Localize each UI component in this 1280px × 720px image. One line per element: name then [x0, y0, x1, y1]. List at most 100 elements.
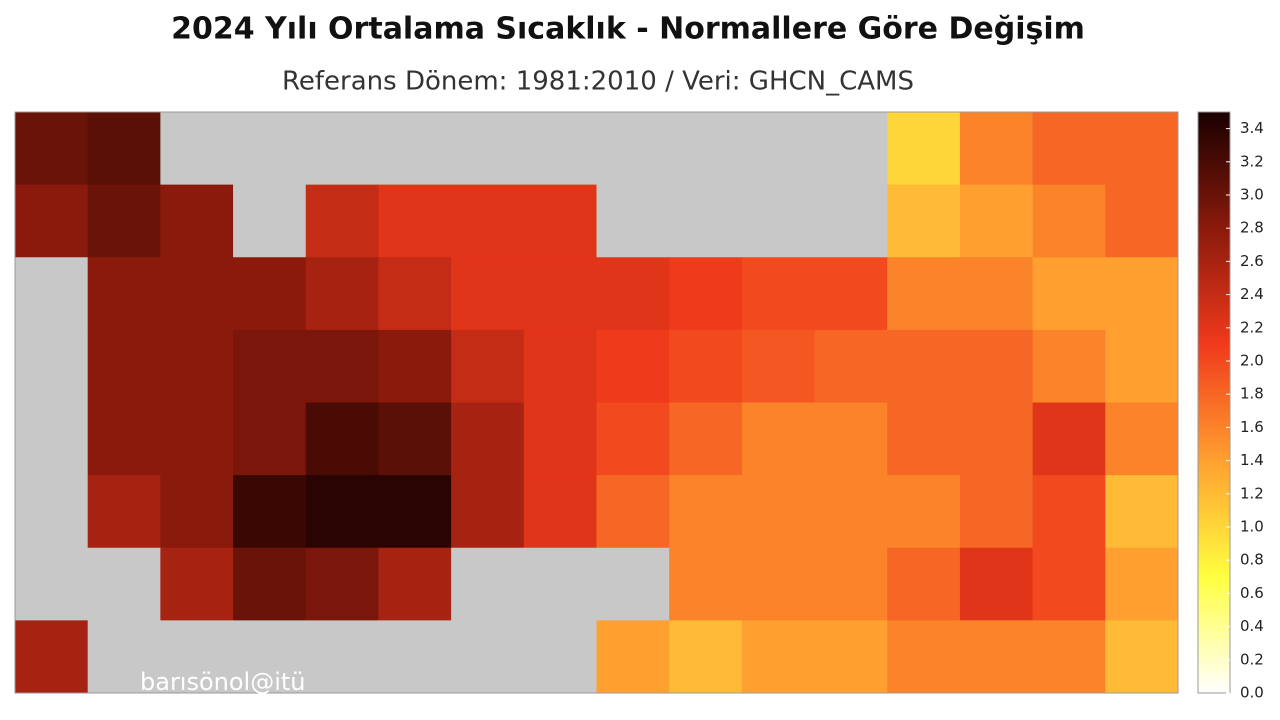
no-data-cell [451, 620, 525, 694]
no-data-cell [814, 112, 888, 186]
heat-cell [233, 257, 307, 331]
heat-cell [814, 402, 888, 476]
no-data-cell [596, 547, 670, 621]
heat-cell [887, 257, 961, 331]
heat-cell [451, 257, 525, 331]
heat-cell [378, 547, 452, 621]
heat-cell [378, 184, 452, 258]
heat-cell [814, 475, 888, 549]
heat-cell [596, 620, 670, 694]
heat-cell [523, 257, 597, 331]
heat-cell [523, 329, 597, 403]
no-data-cell [596, 112, 670, 186]
heat-cell [959, 475, 1034, 549]
heat-cell [233, 402, 307, 476]
heat-cell [959, 257, 1034, 331]
heat-cell [814, 329, 888, 403]
no-data-cell [669, 112, 743, 186]
colorbar-tick-label: 3.2 [1240, 152, 1264, 170]
colorbar-tick-label: 2.8 [1240, 219, 1264, 237]
heat-cell [160, 184, 234, 258]
colorbar-tick-label: 0.6 [1240, 584, 1264, 602]
heat-cell [887, 475, 961, 549]
heat-cell [87, 402, 161, 476]
heat-cell [1105, 402, 1179, 476]
heat-cell [1105, 329, 1179, 403]
no-data-cell [378, 620, 452, 694]
heat-cell [451, 329, 525, 403]
no-data-cell [233, 112, 307, 186]
heat-cell [15, 184, 89, 258]
heat-cell [87, 329, 161, 403]
heat-cell [1105, 547, 1179, 621]
heat-cell [451, 184, 525, 258]
heat-cell [887, 547, 961, 621]
heat-cell [1105, 112, 1179, 186]
colorbar-tick-label: 1.2 [1240, 484, 1264, 502]
heat-cell [233, 547, 307, 621]
heat-cell [1105, 257, 1179, 331]
heat-cell [887, 620, 961, 694]
watermark: barısönol@itü [140, 668, 306, 696]
heat-cell [305, 547, 379, 621]
heat-cell [596, 402, 670, 476]
heat-cell [305, 329, 379, 403]
no-data-cell [233, 620, 307, 694]
colorbar-tick-label: 2.2 [1240, 318, 1264, 336]
heat-cell [451, 402, 525, 476]
heat-cell [741, 329, 816, 403]
colorbar-tick-label: 1.4 [1240, 451, 1264, 469]
heat-cell [887, 184, 961, 258]
no-data-cell [15, 475, 89, 549]
heat-cell [378, 402, 452, 476]
no-data-cell [451, 112, 525, 186]
heat-cell [959, 329, 1034, 403]
colorbar-tick-label: 2.4 [1240, 285, 1264, 303]
heat-cell [959, 184, 1034, 258]
no-data-cell [15, 402, 89, 476]
heat-cell [887, 112, 961, 186]
colorbar-tick-label: 1.6 [1240, 418, 1264, 436]
map-frame [14, 111, 1179, 694]
colorbar-tick-label: 2.0 [1240, 352, 1264, 370]
heat-cell [959, 620, 1034, 694]
no-data-cell [814, 184, 888, 258]
heat-cell [1032, 475, 1106, 549]
heat-cell [596, 475, 670, 549]
heat-cell [523, 184, 597, 258]
no-data-cell [523, 620, 597, 694]
no-data-cell [160, 112, 234, 186]
heat-cell [15, 112, 89, 186]
no-data-cell [87, 547, 161, 621]
no-data-cell [378, 112, 452, 186]
heat-cell [887, 402, 961, 476]
heat-cell [160, 257, 234, 331]
map-subtitle: Referans Dönem: 1981:2010 / Veri: GHCN_C… [282, 67, 914, 97]
heat-cell [378, 257, 452, 331]
no-data-cell [596, 184, 670, 258]
heat-cell [1105, 184, 1179, 258]
no-data-cell [15, 257, 89, 331]
heat-cell [1032, 112, 1106, 186]
heat-cell [669, 620, 743, 694]
heat-cell [305, 257, 379, 331]
heat-cell [741, 257, 816, 331]
heat-cell [669, 402, 743, 476]
heat-cell [305, 475, 379, 549]
no-data-cell [305, 112, 379, 186]
colorbar-tick-label: 1.0 [1240, 518, 1264, 536]
heat-cell [814, 620, 888, 694]
heat-cell [523, 402, 597, 476]
no-data-cell [741, 184, 816, 258]
colorbar [1197, 111, 1231, 694]
heat-cell [1105, 475, 1179, 549]
colorbar-tick-label: 0.0 [1240, 684, 1264, 702]
heat-cell [160, 475, 234, 549]
heat-cell [160, 402, 234, 476]
heat-cell [959, 112, 1034, 186]
heat-cell [741, 475, 816, 549]
colorbar-tick-label: 3.0 [1240, 186, 1264, 204]
heat-cell [959, 402, 1034, 476]
heat-cell [87, 475, 161, 549]
colorbar-tick-label: 0.8 [1240, 551, 1264, 569]
